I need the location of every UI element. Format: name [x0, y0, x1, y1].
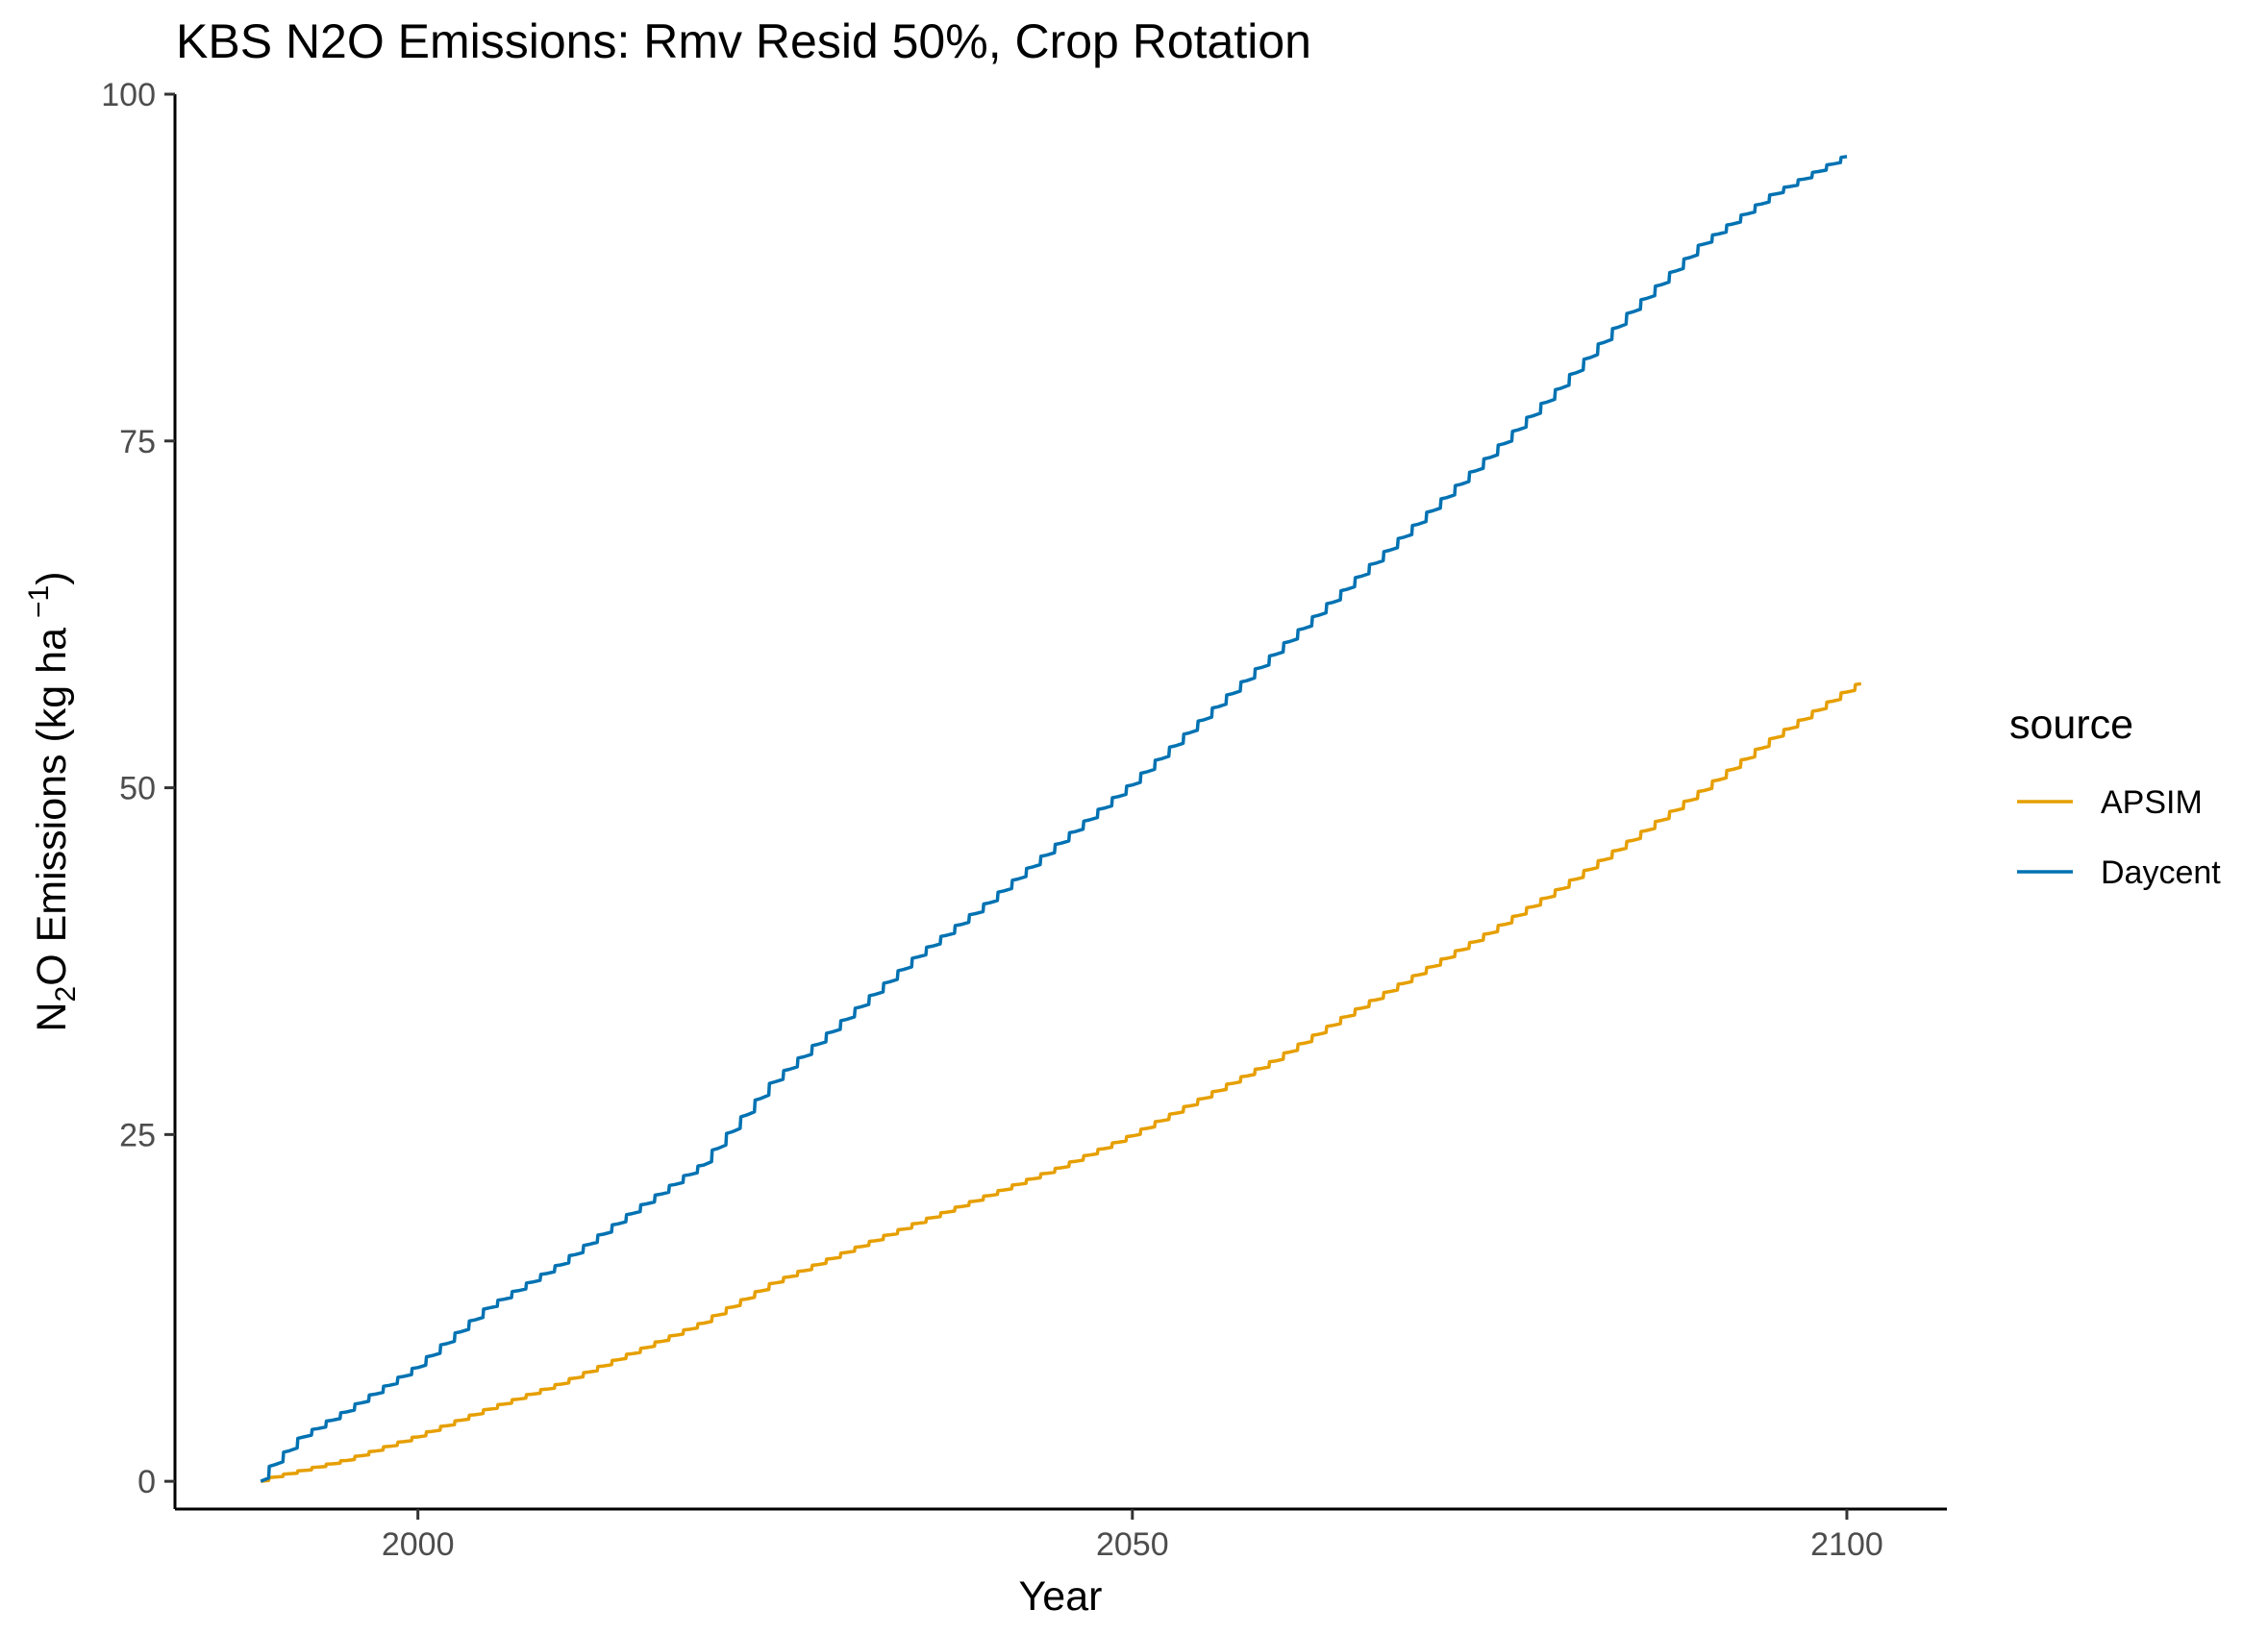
- y-axis-title-post: ): [29, 571, 75, 584]
- y-axis-title-sup: −1: [23, 585, 55, 618]
- series-layer: [260, 155, 1862, 1483]
- y-tick-label: 0: [137, 1464, 156, 1500]
- series-line-daycent: [260, 155, 1848, 1483]
- legend-title: source: [2009, 702, 2133, 748]
- y-tick-label: 25: [119, 1117, 156, 1153]
- x-axis-title: Year: [1019, 1573, 1103, 1620]
- y-tick-label: 50: [119, 771, 156, 807]
- chart-title: KBS N2O Emissions: Rmv Resid 50%, Crop R…: [176, 14, 1311, 68]
- y-axis-title-sub: 2: [50, 986, 82, 1003]
- legend: source APSIM Daycent: [2009, 702, 2221, 891]
- y-axis-ticks: 0 25 50 75 100: [101, 77, 175, 1500]
- y-axis-title: N2O Emissions (kg ha −1): [23, 571, 82, 1031]
- legend-label: Daycent: [2101, 854, 2221, 891]
- x-tick-label: 2050: [1096, 1526, 1169, 1563]
- y-axis-title-mid: O Emissions (kg ha: [29, 628, 75, 986]
- y-axis-title-pre: N: [29, 1002, 75, 1031]
- x-tick-label: 2100: [1810, 1526, 1883, 1563]
- legend-items: APSIM Daycent: [2017, 784, 2221, 891]
- legend-label: APSIM: [2101, 784, 2203, 821]
- y-tick-label: 75: [119, 424, 156, 460]
- x-axis-ticks: 2000 2050 2100: [382, 1509, 1883, 1563]
- x-tick-label: 2000: [382, 1526, 455, 1563]
- plot-area: 0 25 50 75 100 2000 2050 2100: [101, 77, 1947, 1563]
- series-line-apsim: [261, 681, 1862, 1483]
- y-tick-label: 100: [101, 77, 156, 113]
